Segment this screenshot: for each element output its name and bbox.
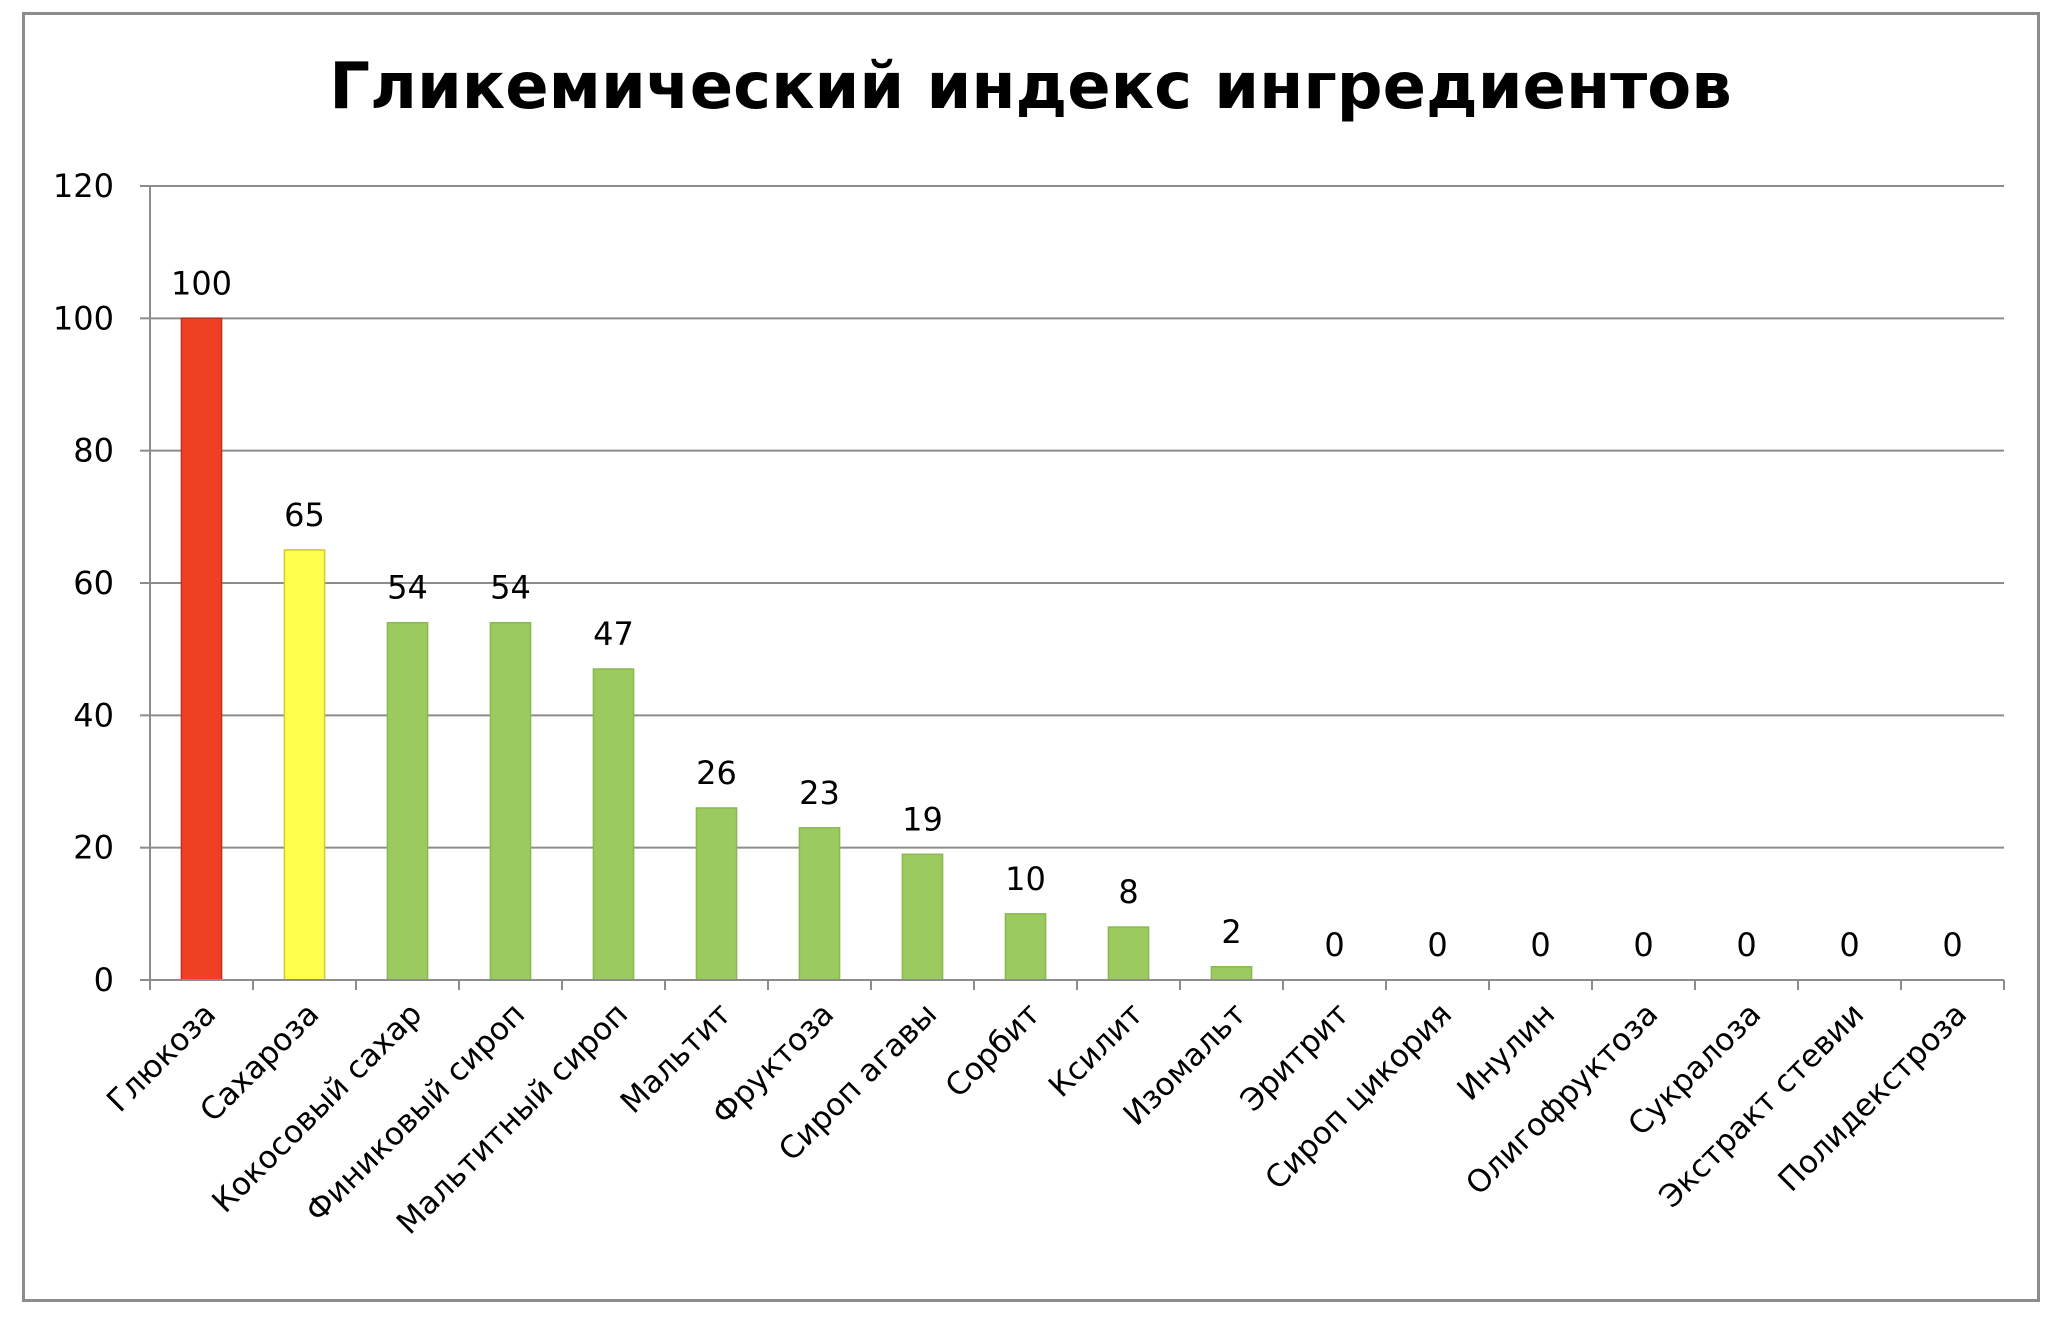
data-label: 2	[1221, 913, 1241, 951]
category-label: Олигофруктоза	[1459, 996, 1665, 1202]
data-labels: 100 65 54 54 47 26 23 19 10 8 2 0 0 0 0 0 0 0	[171, 264, 1963, 964]
chart-title: Гликемический индекс ингредиентов	[329, 50, 1732, 124]
y-tick-label: 100	[53, 299, 114, 337]
bar	[1004, 913, 1047, 981]
data-label: 0	[1942, 926, 1962, 964]
y-tick-label: 80	[73, 432, 114, 470]
bar	[592, 668, 635, 981]
category-label: Сироп цикория	[1258, 996, 1459, 1197]
bar	[901, 853, 944, 981]
bar	[798, 827, 841, 981]
data-label: 0	[1839, 926, 1859, 964]
data-label: 0	[1736, 926, 1756, 964]
data-label: 0	[1324, 926, 1344, 964]
data-label: 26	[696, 754, 737, 792]
category-label: Сорбит	[939, 996, 1048, 1105]
y-tick-label: 0	[94, 961, 114, 999]
data-label: 54	[387, 569, 428, 607]
data-label: 47	[593, 615, 634, 653]
data-label: 100	[171, 264, 232, 302]
y-tick-label: 40	[73, 696, 114, 734]
data-label: 0	[1530, 926, 1550, 964]
data-label: 0	[1427, 926, 1447, 964]
bar	[1210, 966, 1253, 981]
y-tick-label: 20	[73, 829, 114, 867]
data-label: 23	[799, 774, 840, 812]
data-label: 10	[1005, 860, 1046, 898]
data-label: 65	[284, 496, 325, 534]
bar	[180, 317, 223, 981]
category-label: Полидекстроза	[1771, 996, 1974, 1199]
bar	[283, 549, 326, 981]
y-axis-tick-labels: 0 20 40 60 80 100 120	[53, 167, 114, 999]
data-label: 0	[1633, 926, 1653, 964]
y-tick-label: 120	[53, 167, 114, 205]
bar	[489, 621, 532, 981]
gridlines	[150, 185, 2004, 849]
data-label: 19	[902, 800, 943, 838]
chart-frame	[22, 12, 2040, 1302]
bar	[386, 621, 429, 981]
y-tick-label: 60	[73, 564, 114, 602]
data-label: 8	[1118, 873, 1138, 911]
bars	[180, 317, 1253, 981]
category-label: Ксилит	[1042, 996, 1150, 1104]
data-label: 54	[490, 569, 531, 607]
axes	[140, 185, 2005, 990]
bar	[1107, 926, 1150, 981]
bar	[695, 807, 738, 981]
